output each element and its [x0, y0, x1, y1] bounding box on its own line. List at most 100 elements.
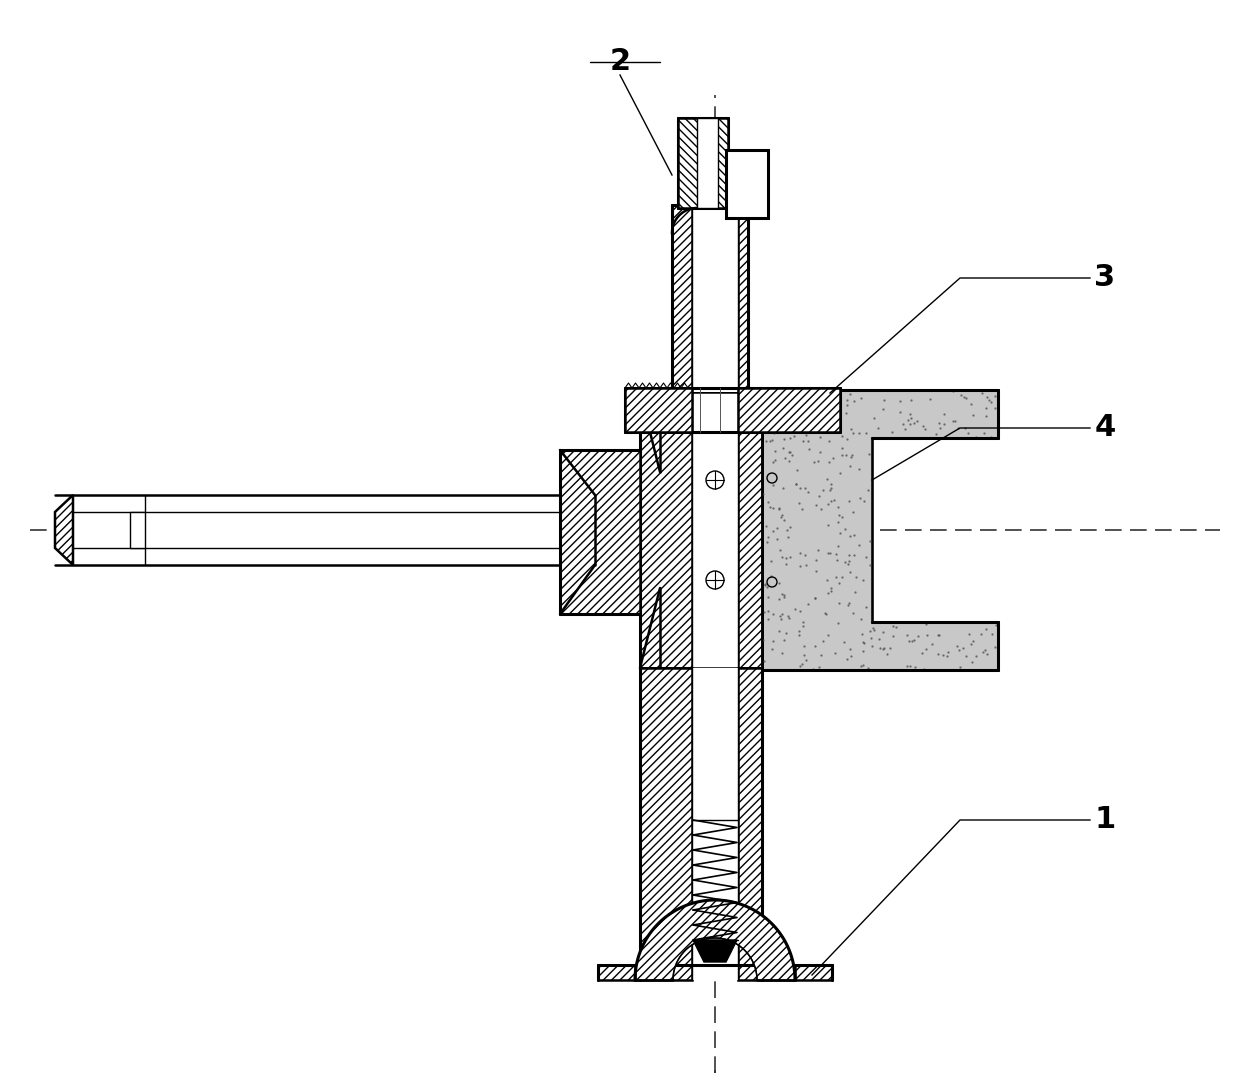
Point — [817, 572, 837, 589]
Point — [820, 544, 839, 561]
Point — [774, 511, 794, 528]
Point — [811, 646, 831, 663]
Point — [781, 421, 801, 438]
Point — [859, 623, 879, 641]
Point — [836, 554, 856, 571]
Point — [960, 624, 980, 642]
Point — [870, 640, 890, 657]
Point — [883, 618, 903, 635]
Point — [825, 645, 844, 662]
Point — [882, 424, 901, 441]
Polygon shape — [625, 388, 692, 432]
Point — [774, 417, 794, 435]
Point — [774, 430, 794, 447]
Point — [806, 497, 826, 514]
Point — [883, 628, 903, 645]
Point — [811, 428, 831, 445]
Point — [794, 637, 813, 655]
Point — [832, 446, 852, 464]
Point — [914, 417, 934, 435]
Point — [805, 637, 825, 655]
Point — [780, 429, 800, 446]
Point — [770, 591, 790, 608]
Point — [875, 614, 895, 631]
Point — [977, 645, 997, 662]
Point — [768, 530, 787, 547]
Point — [827, 387, 847, 405]
Point — [755, 395, 775, 412]
Point — [773, 548, 792, 565]
Point — [763, 523, 782, 540]
Point — [890, 403, 910, 421]
Point — [823, 450, 843, 467]
Point — [914, 661, 934, 678]
Point — [944, 383, 963, 400]
Point — [837, 392, 857, 409]
Point — [756, 432, 776, 450]
Point — [841, 647, 861, 664]
Point — [779, 609, 799, 627]
Point — [929, 646, 949, 663]
Point — [785, 427, 805, 444]
Point — [849, 461, 869, 479]
Point — [826, 546, 846, 563]
Point — [951, 386, 971, 403]
Point — [826, 569, 846, 586]
Point — [836, 446, 856, 464]
Point — [755, 575, 775, 592]
Point — [835, 520, 854, 538]
Text: 4: 4 — [1095, 413, 1116, 442]
Point — [903, 633, 923, 650]
Point — [832, 427, 852, 444]
Point — [843, 424, 863, 441]
Point — [858, 659, 878, 676]
Point — [769, 421, 789, 438]
Point — [945, 413, 965, 430]
Polygon shape — [738, 392, 763, 668]
Point — [821, 479, 841, 496]
Point — [949, 642, 968, 659]
Point — [868, 420, 888, 437]
Point — [796, 426, 816, 443]
Point — [799, 440, 818, 457]
Point — [971, 626, 991, 643]
Point — [759, 385, 779, 402]
Point — [854, 493, 874, 510]
Point — [790, 602, 810, 619]
Point — [849, 489, 869, 506]
Point — [862, 637, 882, 655]
Point — [791, 545, 811, 562]
Point — [823, 491, 843, 509]
Point — [806, 552, 826, 569]
Point — [766, 418, 786, 436]
Point — [761, 431, 781, 449]
Point — [828, 614, 848, 631]
Point — [782, 423, 802, 440]
Point — [853, 657, 873, 674]
Point — [759, 406, 779, 423]
Point — [758, 528, 777, 545]
Point — [786, 475, 806, 493]
Point — [828, 506, 848, 524]
Point — [764, 400, 784, 417]
Point — [980, 391, 999, 408]
Point — [827, 552, 847, 569]
Point — [985, 638, 1004, 656]
Point — [929, 627, 949, 644]
Point — [799, 432, 818, 450]
Polygon shape — [738, 205, 748, 392]
Point — [796, 557, 816, 574]
Point — [949, 420, 968, 437]
Point — [828, 575, 848, 592]
Point — [790, 557, 810, 574]
Point — [859, 445, 879, 462]
Point — [802, 385, 822, 402]
Point — [790, 658, 810, 675]
Bar — [692, 205, 738, 392]
Point — [805, 454, 825, 471]
Point — [763, 605, 782, 622]
Point — [915, 421, 935, 438]
Point — [761, 553, 781, 570]
Point — [821, 583, 841, 600]
Point — [868, 631, 888, 648]
